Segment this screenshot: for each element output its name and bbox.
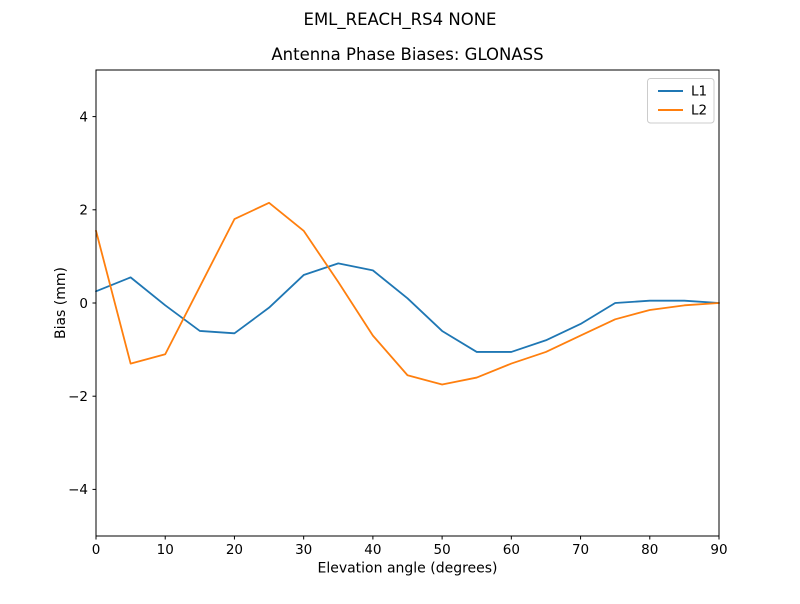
legend-label-l1: L1 <box>691 84 707 100</box>
x-tick-label: 70 <box>572 542 589 558</box>
x-tick-label: 50 <box>434 542 451 558</box>
legend-box <box>647 78 715 124</box>
legend: L1 L2 <box>647 78 715 124</box>
x-tick-label: 30 <box>295 542 312 558</box>
y-axis: −4 −2 0 2 4 <box>68 109 96 498</box>
x-tick-label: 20 <box>226 542 243 558</box>
y-axis-label: Bias (mm) <box>53 267 69 339</box>
x-axis-label: Elevation angle (degrees) <box>317 561 497 577</box>
x-tick-label: 80 <box>641 542 658 558</box>
y-tick-label: 4 <box>79 109 88 125</box>
series-line-l2 <box>95 201 720 386</box>
series-lines <box>95 201 720 386</box>
legend-label-l2: L2 <box>691 103 707 119</box>
x-axis: 0 10 20 30 40 50 60 70 80 90 <box>92 536 728 558</box>
x-tick-label: 10 <box>157 542 174 558</box>
y-tick-label: 2 <box>79 203 88 219</box>
y-tick-label: −4 <box>68 482 88 498</box>
y-tick-label: 0 <box>79 296 88 312</box>
series-line-l1 <box>95 262 720 353</box>
figure-suptitle: EML_REACH_RS4 NONE <box>304 10 497 30</box>
x-tick-label: 60 <box>503 542 520 558</box>
x-tick-label: 90 <box>710 542 727 558</box>
x-tick-label: 40 <box>364 542 381 558</box>
x-tick-label: 0 <box>92 542 101 558</box>
y-tick-label: −2 <box>68 389 88 405</box>
chart-title: Antenna Phase Biases: GLONASS <box>271 45 543 64</box>
